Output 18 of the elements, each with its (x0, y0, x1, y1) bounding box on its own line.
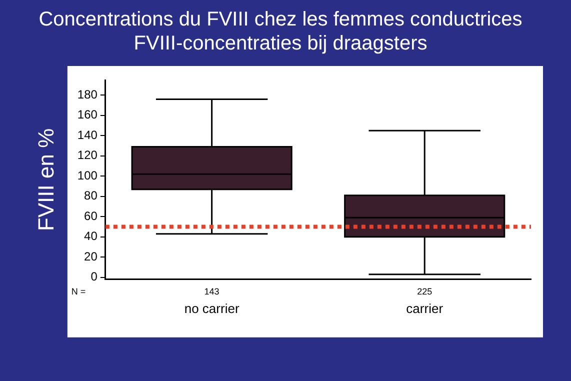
y-tick-label: 80 (84, 188, 98, 203)
x-tick-label: carrier (406, 300, 444, 316)
y-tick-label: 100 (77, 168, 98, 182)
y-tick-label: 180 (77, 87, 98, 102)
y-tick-label: 140 (77, 128, 98, 142)
text: N = (71, 286, 86, 296)
x-tick-label: no carrier (184, 300, 240, 316)
y-tick-label: 40 (84, 229, 98, 244)
y-tick-label: 20 (84, 249, 98, 264)
y-tick-label: 160 (77, 108, 98, 122)
y-tick-label: 60 (84, 208, 98, 223)
y-tick-label: 120 (77, 148, 98, 162)
chart-subtitle: FVIII-concentraties bij draagsters (134, 32, 428, 55)
chart-title: Concentrations du FVIII chez les femmes conductrices (38, 8, 522, 31)
y-axis-title: FVIII en % (33, 128, 58, 232)
y-tick-label: 0 (90, 270, 98, 284)
text: 143 (204, 286, 220, 296)
text: 225 (417, 286, 432, 296)
